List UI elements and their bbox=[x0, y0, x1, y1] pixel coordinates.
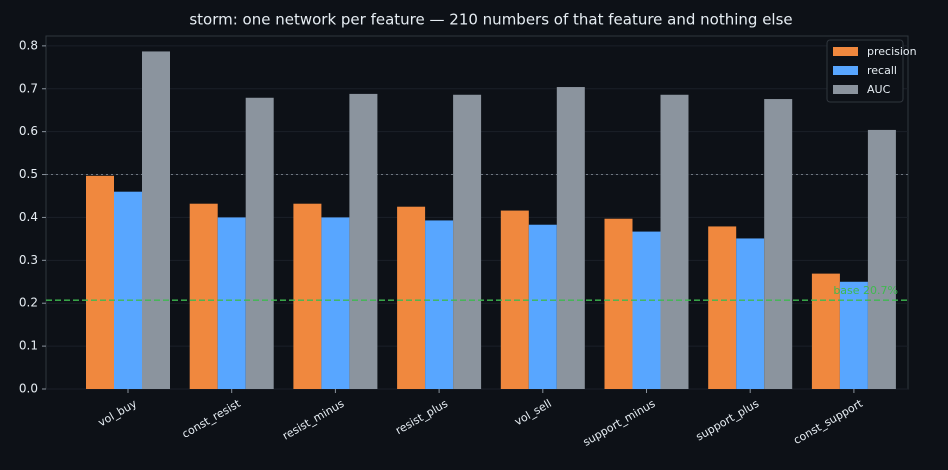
bar bbox=[839, 281, 868, 389]
baseline-label: base 20.7% bbox=[833, 284, 898, 297]
legend-swatch bbox=[833, 66, 858, 75]
y-tick-label: 0.0 bbox=[19, 382, 38, 396]
y-tick-label: 0.8 bbox=[19, 38, 38, 52]
bar bbox=[764, 99, 793, 390]
legend-swatch bbox=[833, 47, 858, 56]
bar bbox=[142, 51, 170, 389]
bar bbox=[349, 93, 378, 390]
bar bbox=[660, 94, 689, 390]
legend-label: AUC bbox=[867, 83, 891, 96]
legend-label: recall bbox=[867, 64, 897, 77]
bar bbox=[811, 273, 840, 389]
bar bbox=[736, 238, 765, 389]
y-tick-label: 0.3 bbox=[19, 253, 38, 267]
bar bbox=[321, 217, 350, 389]
bar bbox=[632, 231, 661, 389]
y-tick-label: 0.4 bbox=[19, 210, 38, 224]
y-tick-label: 0.2 bbox=[19, 296, 38, 310]
bar bbox=[604, 218, 633, 389]
legend-label: precision bbox=[867, 45, 917, 58]
bar bbox=[425, 220, 454, 389]
y-tick-label: 0.6 bbox=[19, 124, 38, 138]
y-tick-label: 0.7 bbox=[19, 81, 38, 95]
bar bbox=[189, 203, 218, 389]
legend-swatch bbox=[833, 85, 858, 94]
bar bbox=[217, 217, 246, 389]
bar bbox=[293, 203, 322, 389]
bar bbox=[397, 206, 426, 389]
bar bbox=[708, 226, 737, 389]
bar bbox=[245, 97, 274, 389]
y-tick-label: 0.1 bbox=[19, 339, 38, 353]
bar bbox=[867, 129, 896, 389]
y-tick-label: 0.5 bbox=[19, 167, 38, 181]
bar bbox=[86, 175, 114, 389]
chart-title: storm: one network per feature — 210 num… bbox=[189, 11, 792, 29]
bar bbox=[528, 224, 557, 389]
bar bbox=[556, 87, 585, 389]
bar bbox=[114, 191, 142, 389]
bar bbox=[453, 94, 482, 390]
